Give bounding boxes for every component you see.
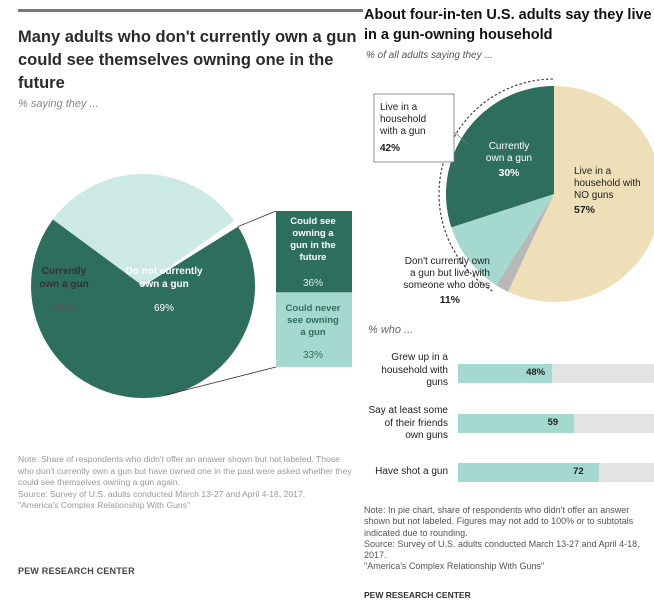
segment-label-could-see: Could see owning a gun in the future xyxy=(290,216,335,263)
left-pie-chart: Currently own a gun 30% Do not currently o… xyxy=(31,173,352,398)
bar-value-shot-gun: 72 xyxy=(573,466,584,477)
segment-label-could-never: Could never see owning a gun xyxy=(286,303,341,338)
slice-label-do-not-own: Do not currently own a gun xyxy=(125,266,203,290)
bar-section-label: % who ... xyxy=(368,324,414,336)
note-text: Note: In pie chart, share of respondents… xyxy=(364,505,634,538)
pie-slice-no-guns xyxy=(508,86,654,302)
left-chart-subtitle: % saying they ... xyxy=(18,98,99,110)
bar-value-grew-up: 48% xyxy=(526,367,546,378)
left-notes: Note: Share of respondents who didn't of… xyxy=(18,454,358,512)
pie-slice-currently-own xyxy=(446,86,554,228)
left-chart-panel: Many adults who don't currently own a gu… xyxy=(18,9,363,576)
slice-value-currently-own: 30% xyxy=(54,303,74,314)
bar-friends-own xyxy=(458,414,574,433)
callout-box xyxy=(373,93,455,163)
household-with-gun-bracket xyxy=(438,78,555,292)
callout-value-household-with-gun: 42% xyxy=(380,143,400,154)
bar-label-friends-own: Say at least some of their friends own g… xyxy=(368,405,448,441)
source-text: Source: Survey of U.S. adults conducted … xyxy=(364,538,640,561)
pew-brand-label: PEW RESEARCH CENTER xyxy=(18,566,135,576)
right-chart-panel: About four-in-ten U.S. adults say they l… xyxy=(364,0,654,601)
report-title-text: "America's Complex Relationship With Gun… xyxy=(364,561,545,572)
bar-label-shot-gun: Have shot a gun xyxy=(375,466,448,477)
pie-slice-currently-own xyxy=(52,173,235,286)
bar-track: 59 xyxy=(458,414,654,433)
pie-slice-no-answer xyxy=(496,194,554,292)
segment-value-could-see: 36% xyxy=(303,278,323,289)
pew-brand-label: PEW RESEARCH CENTER xyxy=(364,590,471,600)
bar-grew-up xyxy=(458,364,553,383)
note-text: Note: Share of respondents who didn't of… xyxy=(18,454,352,488)
top-rule xyxy=(18,9,363,12)
bar-value-friends-own: 59 xyxy=(547,417,559,428)
connector-line-bottom xyxy=(165,366,277,396)
bar-shot-gun xyxy=(458,463,600,482)
bar-track: 48% xyxy=(458,364,654,383)
slice-value-no-guns: 57% xyxy=(574,204,596,216)
right-chart-title: About four-in-ten U.S. adults say they l… xyxy=(364,7,652,43)
slice-label-no-guns: Live in a household with NO guns xyxy=(574,166,641,201)
callout-pointer xyxy=(453,131,469,145)
bar-track: 72 xyxy=(458,463,654,482)
slice-value-currently-own: 30% xyxy=(498,167,520,179)
source-text: Source: Survey of U.S. adults conducted … xyxy=(18,488,306,499)
segment-value-could-never: 33% xyxy=(303,350,323,361)
right-pie-chart: Live in a household with a gun 42% Current… xyxy=(373,78,654,306)
slice-value-do-not-own: 69% xyxy=(154,303,174,314)
callout-label-household-with-gun: Live in a household with a gun xyxy=(379,102,426,137)
bar-segment-could-never xyxy=(276,292,352,367)
pie-slice-do-not-own xyxy=(31,219,256,398)
slice-label-live-with-owner: Don't currently own a gun but live with so… xyxy=(403,256,490,291)
report-title-text: "America's Complex Relationship With Gun… xyxy=(18,500,191,511)
right-notes: Note: In pie chart, share of respondents… xyxy=(364,505,654,573)
slice-value-live-with-owner: 11% xyxy=(440,294,461,306)
left-chart-title: Many adults who don't currently own a gu… xyxy=(18,28,357,92)
right-chart-subtitle: % of all adults saying they ... xyxy=(366,50,493,61)
slice-label-currently-own: Currently own a gun xyxy=(486,141,532,164)
connector-line-top xyxy=(237,210,277,227)
bar-segment-could-see xyxy=(276,211,352,293)
bar-label-grew-up: Grew up in a household with guns xyxy=(381,352,448,388)
pie-slice-live-with-owner xyxy=(451,194,554,286)
slice-label-currently-own: Currently own a gun xyxy=(39,266,88,290)
